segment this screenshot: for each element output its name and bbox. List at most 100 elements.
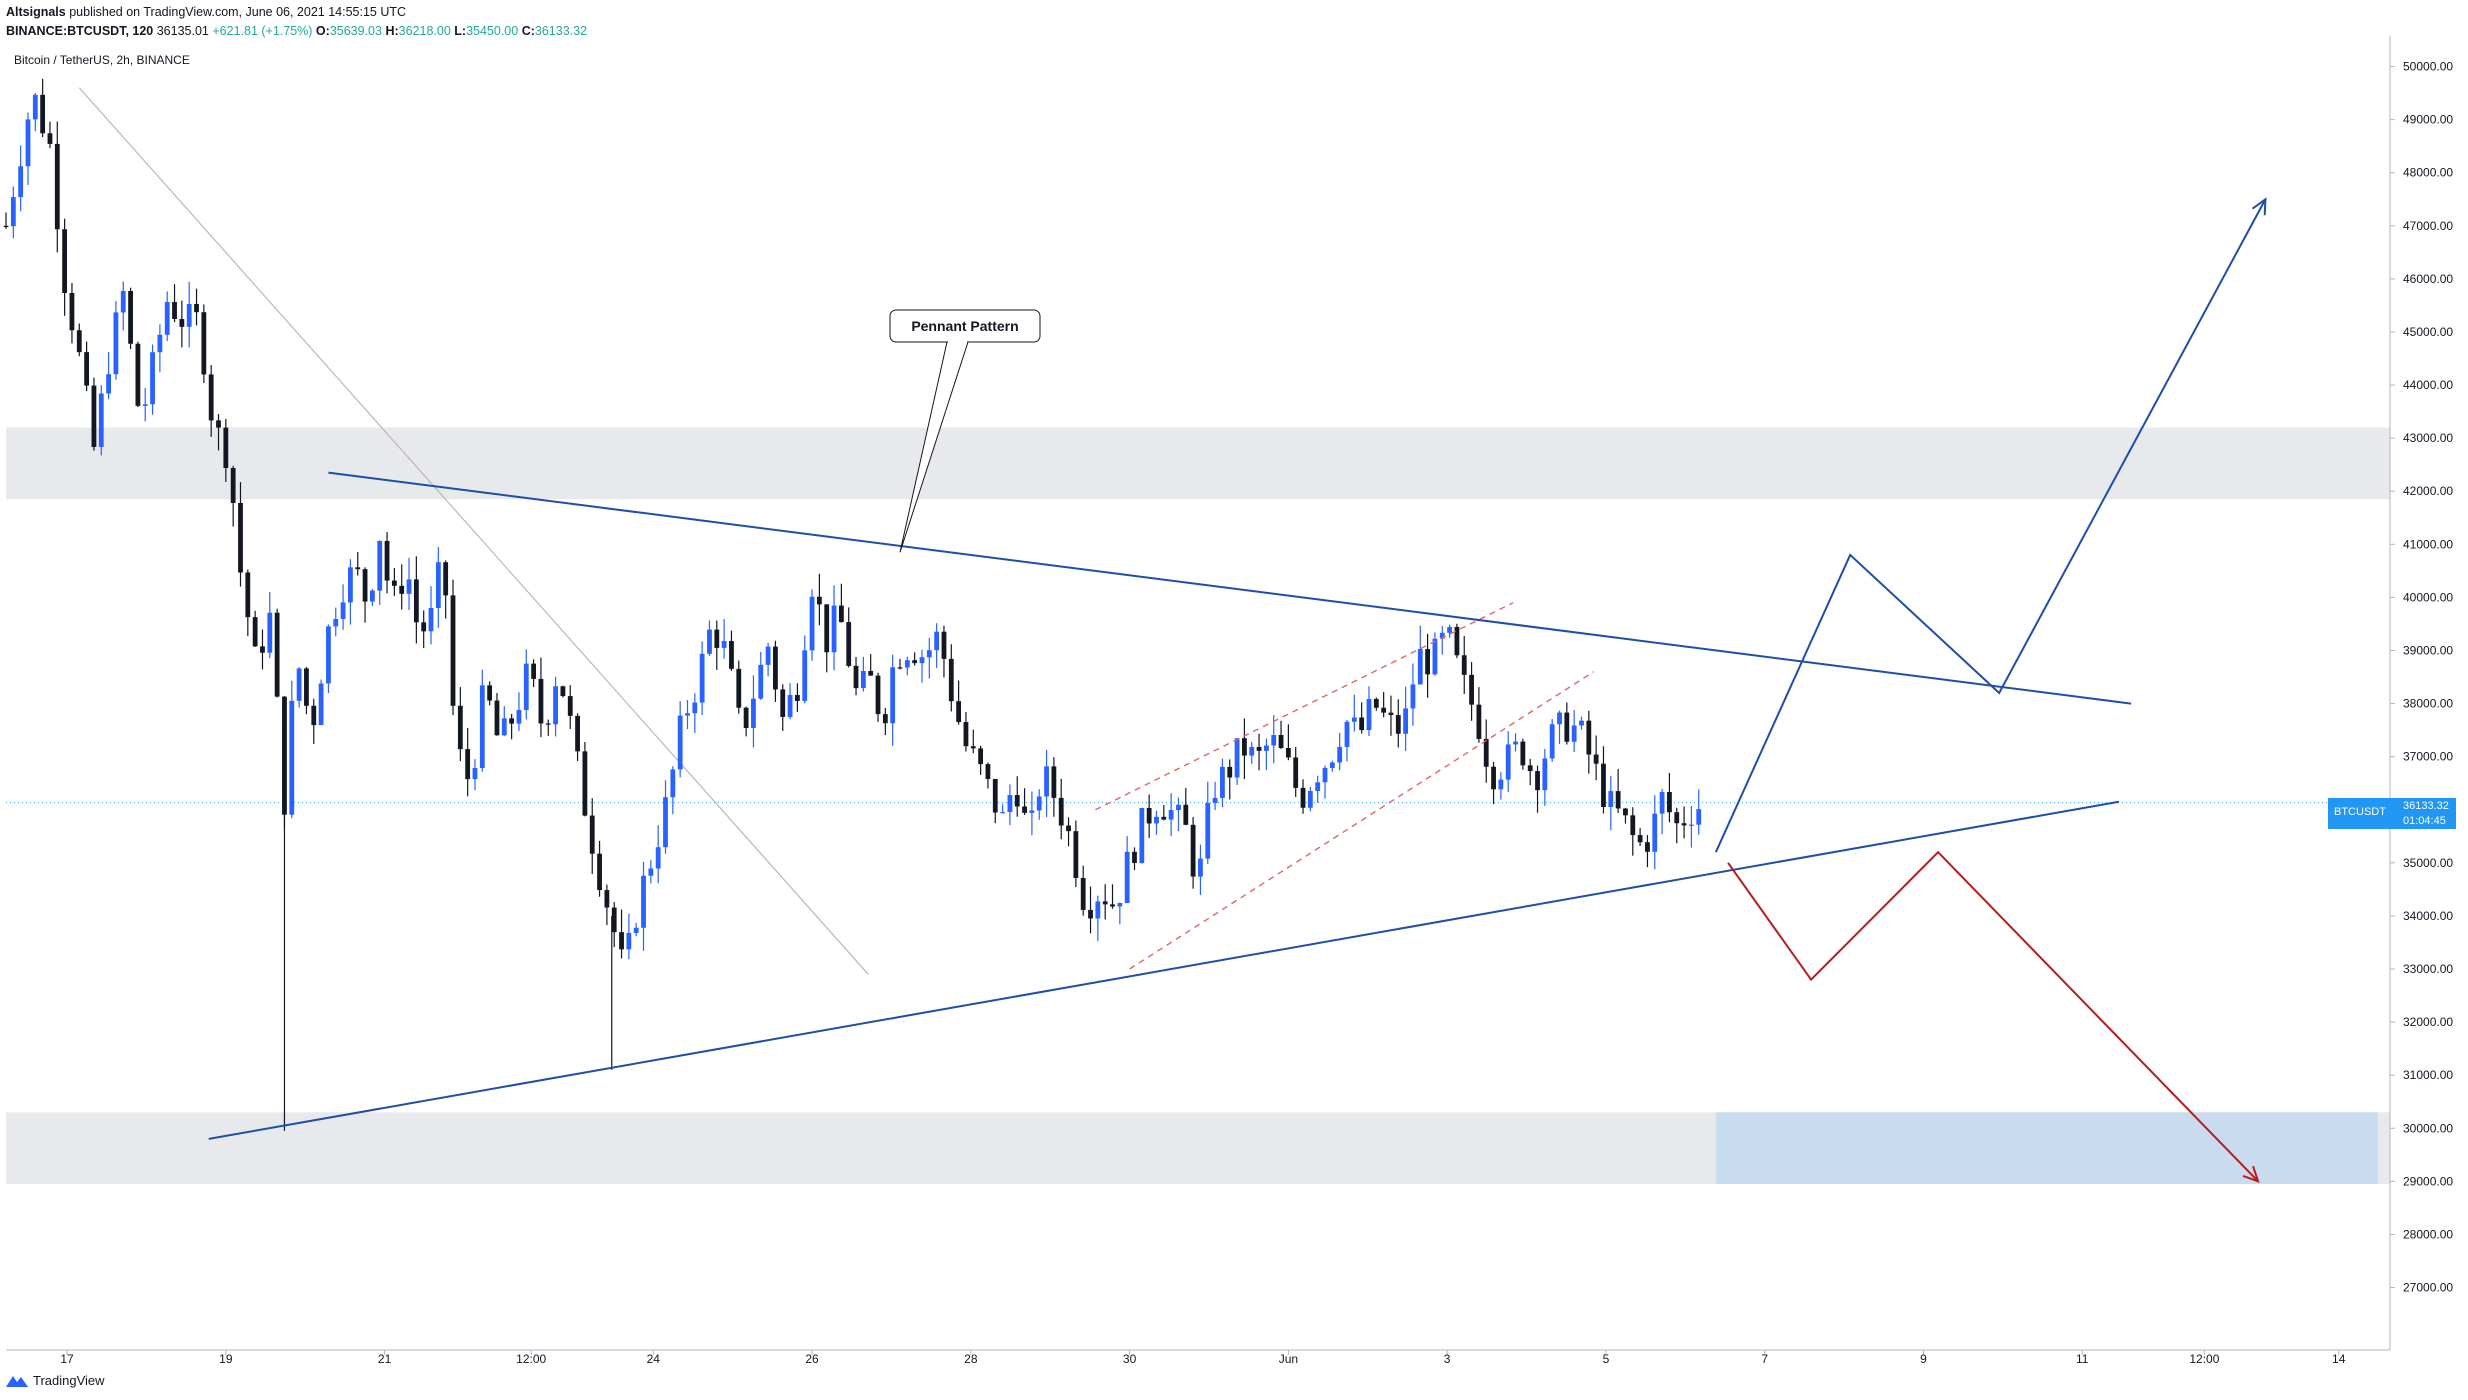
footer-brand[interactable]: TradingView bbox=[33, 1373, 105, 1388]
bearish-scenario-path bbox=[1727, 850, 2259, 1183]
last-price: 36135.01 bbox=[156, 24, 209, 38]
y-tick-label: 46000.00 bbox=[2403, 272, 2453, 286]
candle-body bbox=[758, 664, 764, 699]
price-label-countdown: 01:04:45 bbox=[2403, 815, 2446, 827]
candle-body bbox=[304, 668, 309, 706]
candle-body bbox=[721, 641, 727, 648]
candle-body bbox=[1681, 823, 1687, 826]
candle-body bbox=[494, 700, 500, 736]
candle-body bbox=[963, 722, 969, 747]
candle-body bbox=[948, 658, 954, 702]
candle-body bbox=[421, 622, 427, 632]
candle-body bbox=[84, 352, 90, 386]
bullish-arrowhead-icon bbox=[2251, 197, 2267, 216]
close-value: 36133.32 bbox=[534, 24, 588, 38]
channel-upper-line bbox=[1095, 602, 1514, 811]
candle-body bbox=[47, 133, 53, 144]
y-tick-label: 28000.00 bbox=[2403, 1227, 2453, 1241]
candle-body bbox=[1058, 797, 1064, 826]
candle-body bbox=[69, 292, 75, 331]
candle-body bbox=[318, 683, 324, 726]
candle-body bbox=[472, 768, 478, 780]
y-tick-label: 43000.00 bbox=[2403, 431, 2453, 445]
candle-body bbox=[1542, 758, 1548, 791]
y-tick-label: 30000.00 bbox=[2403, 1121, 2453, 1135]
candle-body bbox=[1293, 757, 1299, 788]
bearish-arrowhead-icon bbox=[2242, 1165, 2260, 1184]
candle-body bbox=[32, 94, 38, 120]
y-tick-label: 27000.00 bbox=[2403, 1281, 2453, 1295]
candle-body bbox=[1132, 851, 1137, 864]
candle-body bbox=[985, 764, 991, 779]
candle-body bbox=[1051, 766, 1057, 798]
y-tick-label: 40000.00 bbox=[2403, 590, 2453, 604]
symbol-label: BINANCE:BTCUSDT, 120 bbox=[6, 24, 154, 38]
x-tick-label: 5 bbox=[1603, 1352, 1610, 1366]
candle-body bbox=[1000, 812, 1005, 814]
candle-body bbox=[1300, 787, 1306, 808]
candle-body bbox=[274, 612, 280, 697]
candle-body bbox=[1571, 725, 1577, 742]
candle-body bbox=[457, 705, 463, 750]
candle-body bbox=[362, 569, 368, 602]
candle-body bbox=[333, 619, 339, 627]
candle-body bbox=[1483, 738, 1489, 767]
candle-body bbox=[1095, 901, 1101, 919]
candle-body bbox=[238, 502, 243, 573]
candle-body bbox=[157, 334, 163, 353]
candle-body bbox=[1117, 902, 1123, 907]
candle-body bbox=[1249, 746, 1255, 756]
candle-body bbox=[1227, 766, 1233, 778]
candle-body bbox=[230, 467, 236, 503]
candle-body bbox=[113, 312, 119, 375]
candle-body bbox=[1344, 721, 1350, 747]
pennant-resistance-line bbox=[328, 471, 2132, 705]
candle-body bbox=[260, 646, 265, 653]
candle-body bbox=[501, 718, 507, 736]
x-tick-label: 12:00 bbox=[516, 1352, 546, 1366]
candle-body bbox=[1425, 649, 1431, 675]
candle-body bbox=[450, 595, 456, 706]
candle-body bbox=[1373, 698, 1379, 708]
candle-body bbox=[1029, 810, 1035, 813]
candle-body bbox=[736, 668, 742, 708]
candle-body bbox=[875, 675, 881, 715]
candle-body bbox=[692, 702, 698, 714]
candle-body bbox=[435, 562, 441, 608]
candle-body bbox=[545, 723, 551, 725]
candle-body bbox=[648, 868, 654, 876]
candle-body bbox=[1652, 813, 1658, 852]
candle-body bbox=[10, 197, 16, 227]
candle-body bbox=[428, 607, 434, 632]
candle-body bbox=[1124, 851, 1130, 903]
candle-body bbox=[194, 303, 199, 313]
candle-body bbox=[553, 686, 558, 725]
x-tick-label: 9 bbox=[1920, 1352, 1927, 1366]
candle-body bbox=[956, 701, 962, 723]
candle-body bbox=[1256, 746, 1262, 751]
candle-body bbox=[1557, 712, 1562, 725]
chart-header: Altsignals published on TradingView.com,… bbox=[6, 3, 587, 41]
candle-body bbox=[1322, 767, 1328, 783]
candle-body bbox=[1593, 754, 1599, 764]
close-label: C: bbox=[521, 24, 535, 38]
ohlc-line: BINANCE:BTCUSDT, 120 36135.01 +621.81 (+… bbox=[6, 22, 587, 41]
target-zone bbox=[1715, 1112, 2378, 1185]
candle-body bbox=[970, 746, 976, 749]
candle-body bbox=[1579, 720, 1584, 726]
candle-body bbox=[1513, 741, 1518, 745]
candle-body bbox=[391, 580, 397, 586]
author-name[interactable]: Altsignals bbox=[6, 5, 66, 19]
candle-body bbox=[1007, 795, 1013, 813]
candle-body bbox=[1381, 707, 1387, 713]
candle-body bbox=[1168, 810, 1174, 820]
candle-body bbox=[538, 678, 544, 724]
candle-body bbox=[816, 596, 822, 605]
candle-body bbox=[714, 629, 720, 648]
y-tick-label: 42000.00 bbox=[2403, 484, 2453, 498]
callout-label: Pennant Pattern bbox=[911, 318, 1018, 334]
candle-body bbox=[1586, 720, 1592, 755]
current-price-label: BTCUSDT 36133.32 01:04:45 bbox=[2328, 798, 2456, 829]
x-tick-label: 21 bbox=[378, 1352, 392, 1366]
